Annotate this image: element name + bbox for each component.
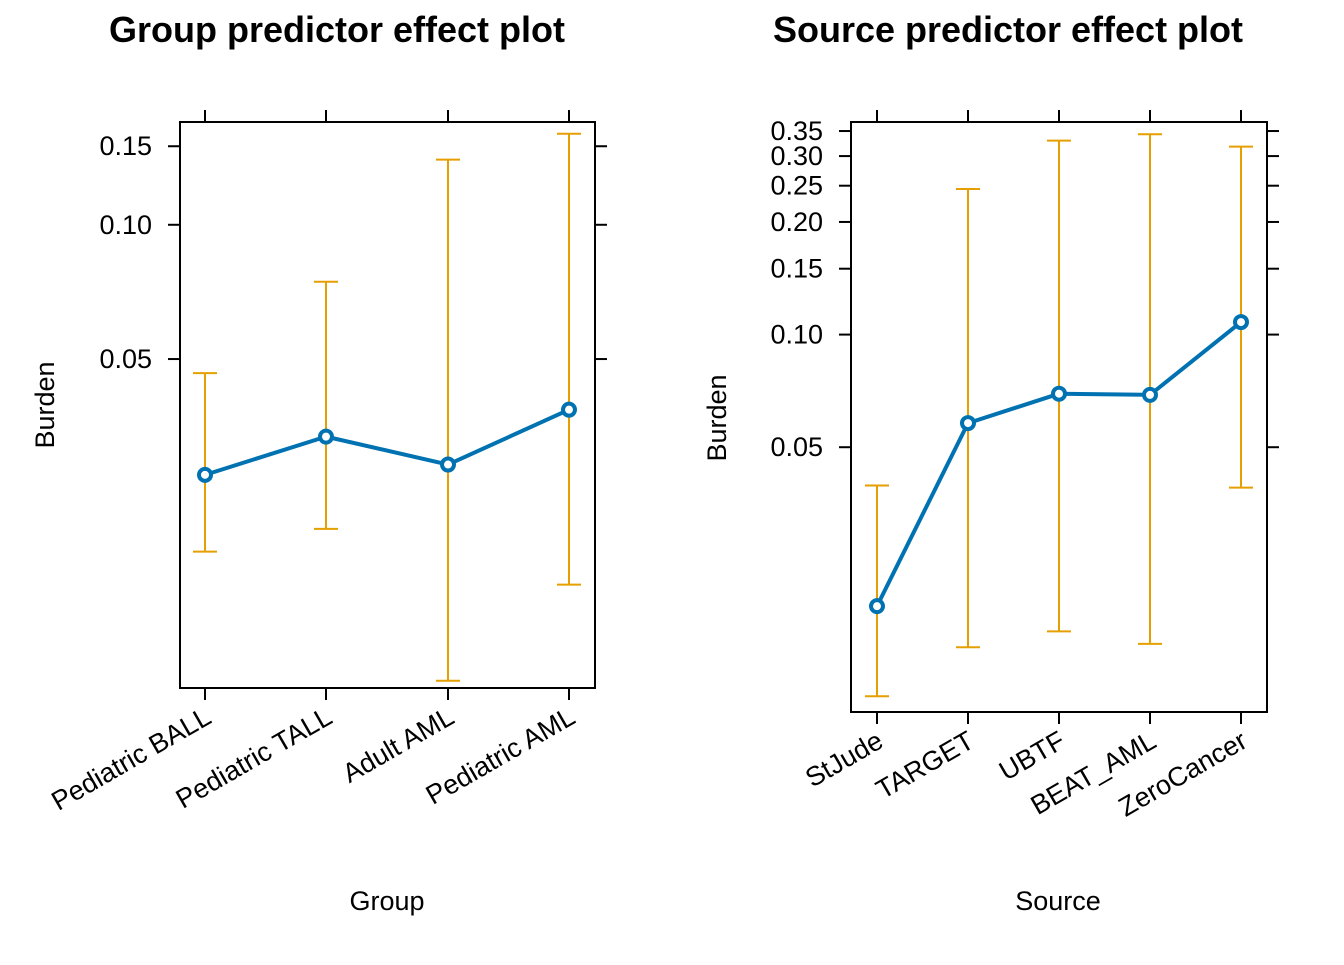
y-tick-label: 0.25	[770, 171, 823, 201]
data-point	[1051, 385, 1067, 402]
chart-title: Source predictor effect plot	[773, 9, 1243, 50]
y-axis-label: Burden	[30, 361, 60, 448]
data-point	[197, 466, 213, 483]
y-tick-label: 0.20	[770, 207, 823, 237]
data-point	[960, 415, 976, 432]
y-tick-label: 0.35	[770, 116, 823, 146]
panel-source: Source predictor effect plot Source Burd…	[702, 9, 1279, 916]
y-tick-label: 0.10	[770, 320, 823, 350]
y-tick-label: 0.30	[770, 141, 823, 171]
x-tick-label: TARGET	[871, 725, 979, 805]
y-tick-label: 0.15	[770, 254, 823, 284]
y-tick-label: 0.10	[99, 210, 152, 240]
y-tick-label: 0.05	[770, 432, 823, 462]
chart-title: Group predictor effect plot	[109, 9, 565, 50]
series-line	[204, 407, 570, 477]
data-point	[440, 456, 456, 473]
data-point	[318, 428, 334, 445]
data-point	[1142, 386, 1158, 403]
panel-group: Group predictor effect plot Group Burden…	[30, 9, 607, 916]
x-axis-label: Group	[349, 886, 424, 916]
y-tick-label: 0.05	[99, 344, 152, 374]
y-tick-label: 0.15	[99, 131, 152, 161]
data-point	[869, 598, 885, 615]
plot-frame	[179, 121, 596, 689]
data-point	[1233, 314, 1249, 331]
y-axis-label: Burden	[702, 374, 732, 461]
x-axis-label: Source	[1015, 886, 1101, 916]
data-point	[561, 401, 577, 418]
